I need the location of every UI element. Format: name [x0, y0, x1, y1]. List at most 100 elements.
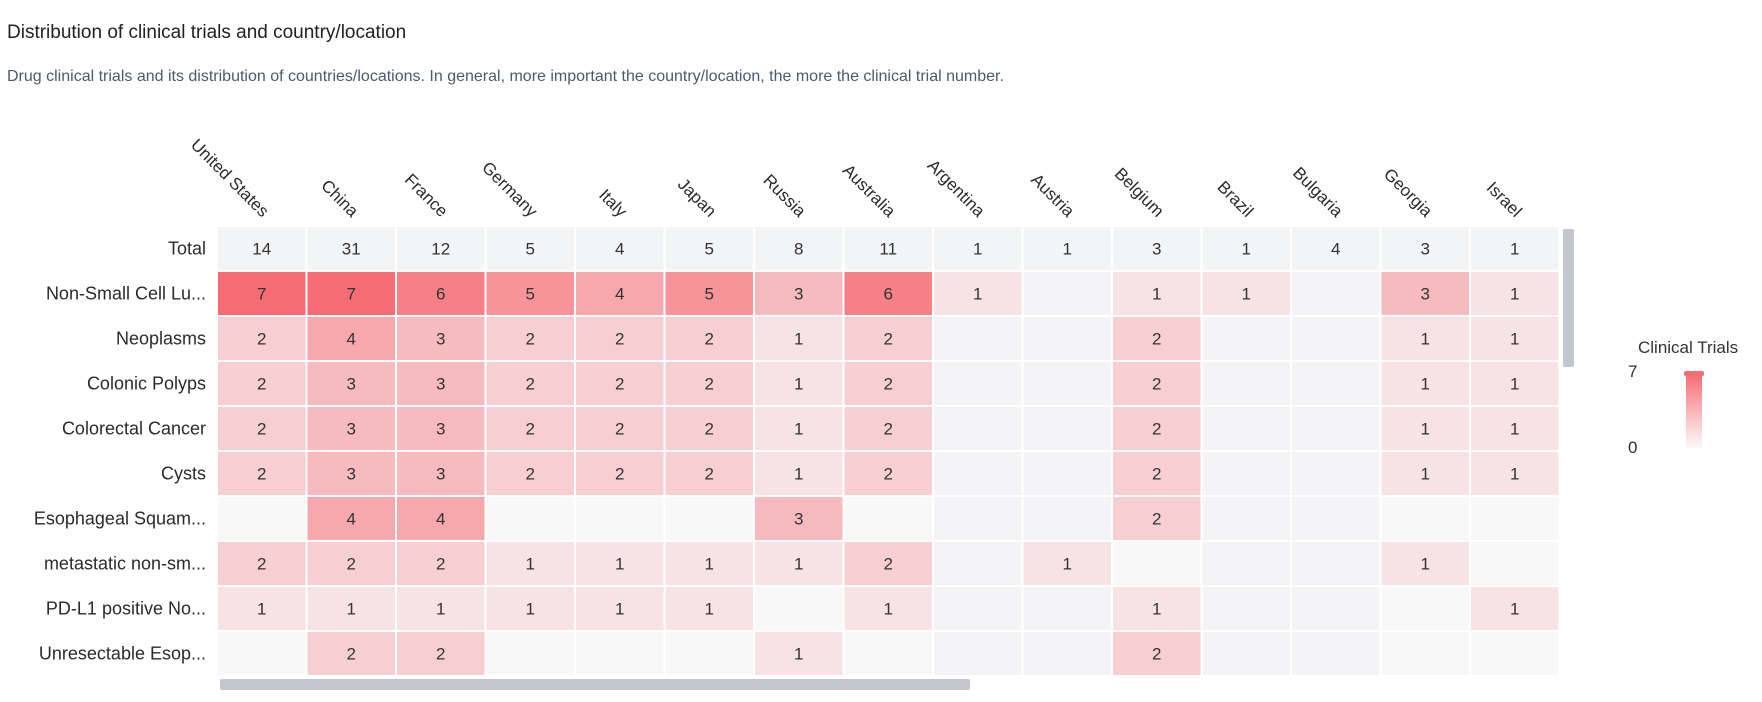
cell-value: 7	[257, 285, 266, 304]
heatmap-cell[interactable]	[933, 631, 1023, 676]
heatmap-cell[interactable]	[933, 406, 1023, 451]
cell-value: 3	[794, 285, 803, 304]
cell-value: 2	[257, 420, 266, 439]
cell-value: 1	[1421, 555, 1430, 574]
heatmap-cell[interactable]	[1291, 496, 1381, 541]
heatmap-cell[interactable]	[1023, 451, 1113, 496]
heatmap-cell[interactable]	[1291, 361, 1381, 406]
heatmap-cell[interactable]	[1291, 586, 1381, 631]
cell-value: 1	[794, 645, 803, 664]
heatmap-cell[interactable]	[1202, 631, 1292, 676]
cell-value: 5	[705, 240, 714, 259]
cell-value: 4	[615, 285, 624, 304]
cell-value: 2	[436, 645, 445, 664]
cell-value: 2	[615, 330, 624, 349]
cell-value: 2	[1152, 375, 1161, 394]
legend-title: Clinical Trials	[1638, 338, 1738, 358]
cell-value: 1	[794, 420, 803, 439]
heatmap-cell[interactable]	[1023, 271, 1113, 316]
row-label: PD-L1 positive No...	[46, 599, 206, 619]
heatmap-cell[interactable]	[1023, 316, 1113, 361]
heatmap-cell[interactable]	[665, 631, 755, 676]
legend-max-label: 7	[1628, 362, 1637, 382]
legend-range-handle[interactable]	[1684, 371, 1704, 376]
cell-value: 2	[1152, 645, 1161, 664]
column-label: Russia	[759, 171, 810, 222]
heatmap-cell[interactable]	[933, 361, 1023, 406]
cell-value: 1	[973, 285, 982, 304]
heatmap-cell[interactable]	[754, 586, 844, 631]
heatmap-cell[interactable]	[1112, 541, 1202, 586]
cell-value: 2	[257, 330, 266, 349]
heatmap-cell[interactable]	[1202, 361, 1292, 406]
column-label: Germany	[478, 158, 541, 221]
cell-value: 2	[705, 420, 714, 439]
cell-value: 1	[794, 375, 803, 394]
cell-value: 3	[436, 420, 445, 439]
heatmap-cell[interactable]	[1202, 541, 1292, 586]
heatmap-cell[interactable]	[575, 496, 665, 541]
heatmap-cell[interactable]	[1291, 451, 1381, 496]
heatmap-cell[interactable]	[1470, 496, 1560, 541]
cell-value: 1	[1152, 600, 1161, 619]
cell-value: 4	[436, 510, 445, 529]
heatmap-cell[interactable]	[844, 631, 934, 676]
heatmap-cell[interactable]	[933, 586, 1023, 631]
heatmap-cell[interactable]	[217, 631, 307, 676]
cell-value: 2	[526, 330, 535, 349]
heatmap-cell[interactable]	[1291, 271, 1381, 316]
heatmap-cell[interactable]	[1381, 631, 1471, 676]
cell-value: 2	[526, 375, 535, 394]
heatmap-cell[interactable]	[575, 631, 665, 676]
cell-value: 12	[431, 240, 450, 259]
heatmap-cell[interactable]	[933, 496, 1023, 541]
heatmap-cell[interactable]	[1202, 316, 1292, 361]
cell-value: 1	[1510, 375, 1519, 394]
cell-value: 1	[1152, 285, 1161, 304]
cell-value: 14	[252, 240, 271, 259]
heatmap-cell[interactable]	[1381, 496, 1471, 541]
cell-value: 1	[973, 240, 982, 259]
heatmap-cell[interactable]	[486, 631, 576, 676]
cell-value: 2	[436, 555, 445, 574]
cell-value: 4	[1331, 240, 1340, 259]
heatmap-cell[interactable]	[1023, 361, 1113, 406]
vertical-scrollbar[interactable]	[1563, 229, 1574, 367]
heatmap-cell[interactable]	[1470, 541, 1560, 586]
cell-value: 2	[347, 555, 356, 574]
row-label: Cysts	[161, 464, 206, 484]
heatmap-cell[interactable]	[1291, 631, 1381, 676]
cell-value: 3	[347, 375, 356, 394]
heatmap-cell[interactable]	[1291, 541, 1381, 586]
heatmap-cell[interactable]	[844, 496, 934, 541]
cell-value: 2	[705, 465, 714, 484]
heatmap-cell[interactable]	[933, 316, 1023, 361]
heatmap-cell[interactable]	[486, 496, 576, 541]
heatmap-cell[interactable]	[665, 496, 755, 541]
cell-value: 1	[1421, 330, 1430, 349]
heatmap-cell[interactable]	[1202, 406, 1292, 451]
cell-value: 2	[526, 465, 535, 484]
legend-color-bar[interactable]	[1686, 374, 1702, 448]
heatmap-cell[interactable]	[1023, 631, 1113, 676]
heatmap-cell[interactable]	[1381, 586, 1471, 631]
cell-value: 1	[615, 600, 624, 619]
cell-value: 2	[705, 330, 714, 349]
heatmap-cell[interactable]	[1291, 316, 1381, 361]
heatmap-cell[interactable]	[933, 451, 1023, 496]
cell-value: 2	[615, 465, 624, 484]
heatmap-cell[interactable]	[1291, 406, 1381, 451]
heatmap-cell[interactable]	[217, 496, 307, 541]
heatmap-cell[interactable]	[1023, 586, 1113, 631]
cell-value: 1	[884, 600, 893, 619]
horizontal-scrollbar[interactable]	[220, 679, 970, 690]
heatmap-cell[interactable]	[1202, 586, 1292, 631]
heatmap-cell[interactable]	[1023, 496, 1113, 541]
heatmap-cell[interactable]	[933, 541, 1023, 586]
row-label: Non-Small Cell Lu...	[46, 284, 206, 304]
column-label: Japan	[674, 175, 720, 221]
heatmap-cell[interactable]	[1023, 406, 1113, 451]
heatmap-cell[interactable]	[1470, 631, 1560, 676]
heatmap-cell[interactable]	[1202, 451, 1292, 496]
heatmap-cell[interactable]	[1202, 496, 1292, 541]
